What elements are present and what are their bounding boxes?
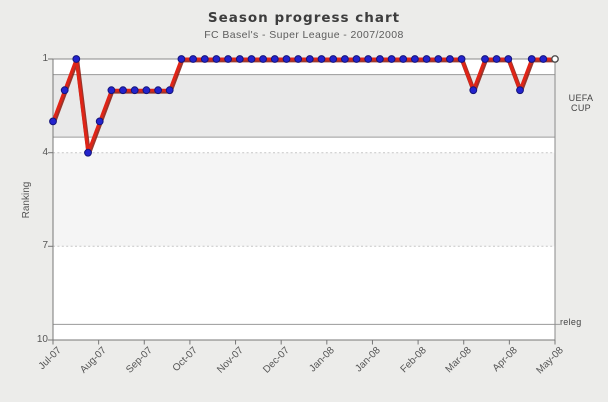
data-point — [84, 148, 92, 157]
data-point — [282, 55, 291, 63]
data-point — [119, 86, 127, 95]
data-point — [411, 55, 419, 63]
data-point — [329, 55, 338, 63]
data-point — [247, 55, 256, 63]
data-point — [364, 55, 373, 63]
data-point — [457, 55, 466, 63]
data-point — [527, 55, 536, 63]
data-point — [294, 55, 303, 63]
uefa-cup-zone-band — [53, 74, 555, 138]
data-point — [107, 86, 116, 95]
uefa-cup-zone-label: UEFA CUP — [556, 93, 606, 113]
data-point — [317, 55, 326, 63]
y-tick-1: 1 — [42, 53, 48, 64]
y-tick-10: 10 — [36, 334, 48, 345]
data-point — [49, 117, 57, 126]
ranking-axis-label: Ranking — [21, 181, 32, 219]
relegation-label: releg — [560, 317, 582, 327]
series-layer — [49, 55, 559, 157]
data-point — [399, 55, 408, 63]
y-tick-7: 7 — [42, 240, 48, 252]
uefa-cup-label-line2: CUP — [571, 103, 591, 113]
uefa-cup-label-line1: UEFA — [568, 93, 594, 103]
data-point — [177, 55, 186, 63]
data-point — [142, 86, 151, 95]
data-point — [539, 55, 548, 63]
data-point — [259, 55, 268, 63]
data-point — [481, 55, 489, 63]
data-point — [504, 55, 513, 63]
data-point — [130, 86, 139, 95]
data-point — [492, 55, 501, 63]
data-point — [387, 55, 396, 63]
data-point — [446, 55, 454, 63]
data-point — [469, 86, 478, 95]
data-point — [95, 117, 104, 126]
data-point — [60, 86, 69, 95]
x-tick-marks — [52, 340, 556, 345]
data-point — [154, 86, 163, 95]
data-point — [165, 86, 174, 95]
chart-subtitle: FC Basel's - Super League - 2007/2008 — [204, 29, 404, 41]
data-point — [305, 55, 314, 63]
data-point — [270, 55, 279, 63]
data-point — [352, 55, 361, 63]
data-point — [341, 55, 349, 63]
data-point — [376, 55, 384, 63]
chart-title: Season progress chart — [207, 10, 401, 26]
current-point-marker — [551, 55, 559, 63]
data-point — [434, 55, 443, 63]
y-tick-marks — [48, 58, 53, 341]
data-point — [189, 55, 198, 63]
data-point — [422, 55, 431, 63]
rank-4-7-stripe-band — [53, 152, 555, 247]
y-tick-4: 4 — [42, 146, 48, 158]
data-point — [516, 86, 524, 95]
data-point — [235, 55, 244, 63]
data-point — [212, 55, 221, 63]
data-point — [72, 55, 81, 63]
data-point — [200, 55, 209, 63]
data-point — [224, 55, 233, 63]
